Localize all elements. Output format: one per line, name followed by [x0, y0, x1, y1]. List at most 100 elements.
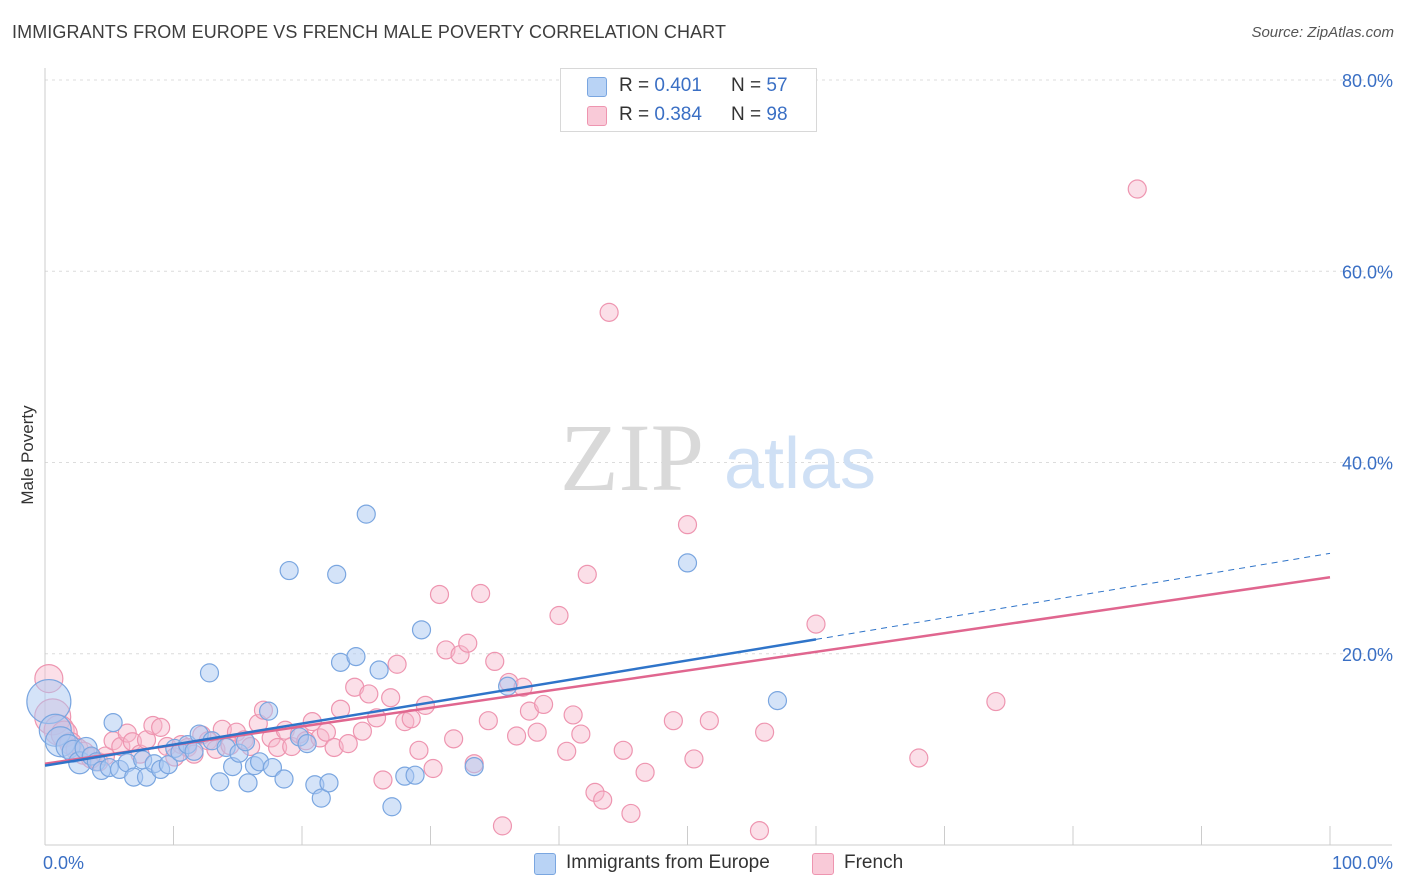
- legend-n-label: N =: [731, 75, 767, 96]
- french-point: [381, 688, 401, 708]
- french-point: [359, 684, 379, 704]
- french-point: [429, 584, 450, 605]
- x-tick-label: 0.0%: [43, 853, 84, 873]
- immigrants-europe-point: [767, 691, 788, 711]
- watermark-zip: ZIP: [560, 404, 704, 511]
- legend-swatch-pink: [587, 106, 607, 126]
- immigrants-europe-point: [356, 504, 376, 524]
- french-point: [585, 782, 605, 803]
- immigrants-europe-point: [210, 772, 230, 792]
- immigrants-europe-point: [184, 741, 204, 761]
- french-point: [436, 640, 456, 660]
- tick-labels: 20.0% 40.0% 60.0% 80.0% 0.0% 100.0%: [43, 71, 1393, 873]
- immigrants-europe-point: [319, 773, 339, 793]
- french-point: [492, 816, 513, 836]
- trend-lines: [44, 552, 1331, 767]
- french-point: [409, 740, 429, 760]
- french-point: [267, 737, 288, 758]
- immigrants-europe-point: [103, 712, 123, 733]
- french-point: [563, 705, 583, 725]
- immigrants-europe-point: [677, 553, 698, 573]
- immigrants-europe-point: [382, 797, 402, 817]
- french-point: [478, 711, 498, 731]
- x-tick-label: 100.0%: [1332, 853, 1393, 873]
- y-tick-label: 60.0%: [1342, 262, 1393, 282]
- french-point: [1127, 179, 1147, 199]
- immigrants-europe-point: [405, 765, 425, 785]
- y-tick-label: 20.0%: [1342, 645, 1393, 665]
- french-point: [352, 721, 372, 741]
- legend-r-value: 0.384: [654, 104, 702, 125]
- y-tick-label: 40.0%: [1342, 454, 1393, 474]
- immigrants-europe-point: [274, 769, 294, 789]
- immigrants-europe-point: [411, 620, 432, 640]
- french-point: [571, 724, 591, 744]
- french-point: [677, 515, 698, 535]
- immigrants-europe-point: [327, 564, 347, 584]
- legend-swatch-blue: [534, 853, 556, 875]
- legend-r-label: R =: [619, 104, 655, 125]
- french-point: [909, 748, 929, 768]
- grid-lines: [45, 79, 1392, 655]
- immigrants-europe-points: [26, 504, 788, 817]
- immigrants-europe-point: [158, 755, 178, 775]
- immigrants-europe-point: [258, 701, 279, 721]
- french-point: [151, 717, 171, 737]
- french-point: [749, 821, 770, 841]
- chart-title: IMMIGRANTS FROM EUROPE VS FRENCH MALE PO…: [12, 22, 727, 42]
- immigrants-europe-trend-extension: [815, 552, 1331, 640]
- immigrants-europe-point: [199, 663, 220, 683]
- legend-swatch-pink: [812, 853, 834, 875]
- legend-label-immigrants: Immigrants from Europe: [566, 852, 770, 873]
- french-point: [143, 715, 163, 736]
- immigrants-europe-point: [498, 676, 518, 696]
- french-point: [338, 734, 358, 754]
- immigrants-europe-point: [297, 734, 317, 754]
- legend-row-french: R = 0.384 N = 98: [561, 100, 816, 130]
- french-point: [485, 651, 505, 672]
- french-point: [684, 749, 704, 769]
- french-point: [754, 722, 775, 742]
- french-point: [577, 564, 597, 584]
- french-point: [458, 633, 478, 653]
- legend-swatch-blue: [587, 77, 607, 97]
- french-point: [533, 694, 554, 715]
- french-point: [450, 645, 470, 665]
- french-point: [699, 711, 719, 731]
- french-point: [373, 770, 393, 790]
- axes: [44, 68, 1392, 846]
- french-point: [806, 614, 826, 634]
- legend-row-immigrants: R = 0.401 N = 57: [561, 71, 816, 101]
- french-point: [986, 691, 1006, 712]
- legend-n-value: 57: [766, 75, 788, 96]
- legend-label-french: French: [844, 852, 904, 873]
- french-point: [527, 722, 547, 742]
- french-trend-line: [44, 576, 1331, 765]
- french-point: [324, 737, 344, 758]
- legend-r-label: R =: [619, 75, 655, 96]
- series-legend: Immigrants from Europe French: [0, 852, 1406, 878]
- immigrants-europe-point: [369, 660, 389, 680]
- french-point: [557, 741, 577, 761]
- immigrants-europe-point: [311, 788, 331, 808]
- french-point: [635, 762, 655, 782]
- legend-n-value: 98: [766, 104, 788, 125]
- french-point: [549, 605, 569, 626]
- immigrants-europe-point: [262, 757, 283, 778]
- french-point: [593, 790, 613, 810]
- immigrants-europe-point: [346, 647, 366, 667]
- french-point: [423, 758, 443, 779]
- y-tick-label: 80.0%: [1342, 71, 1393, 91]
- zipatlas-watermark: ZIP atlas: [560, 404, 876, 511]
- immigrants-europe-point: [279, 560, 299, 581]
- french-point: [471, 583, 491, 604]
- french-point: [506, 726, 527, 746]
- correlation-legend: R = 0.401 N = 57 R = 0.384 N = 98: [560, 68, 817, 132]
- french-point: [663, 711, 683, 731]
- legend-r-value: 0.401: [654, 75, 702, 96]
- immigrants-europe-point: [238, 773, 258, 793]
- french-point: [621, 803, 641, 824]
- french-point: [599, 302, 619, 322]
- legend-n-label: N =: [731, 104, 767, 125]
